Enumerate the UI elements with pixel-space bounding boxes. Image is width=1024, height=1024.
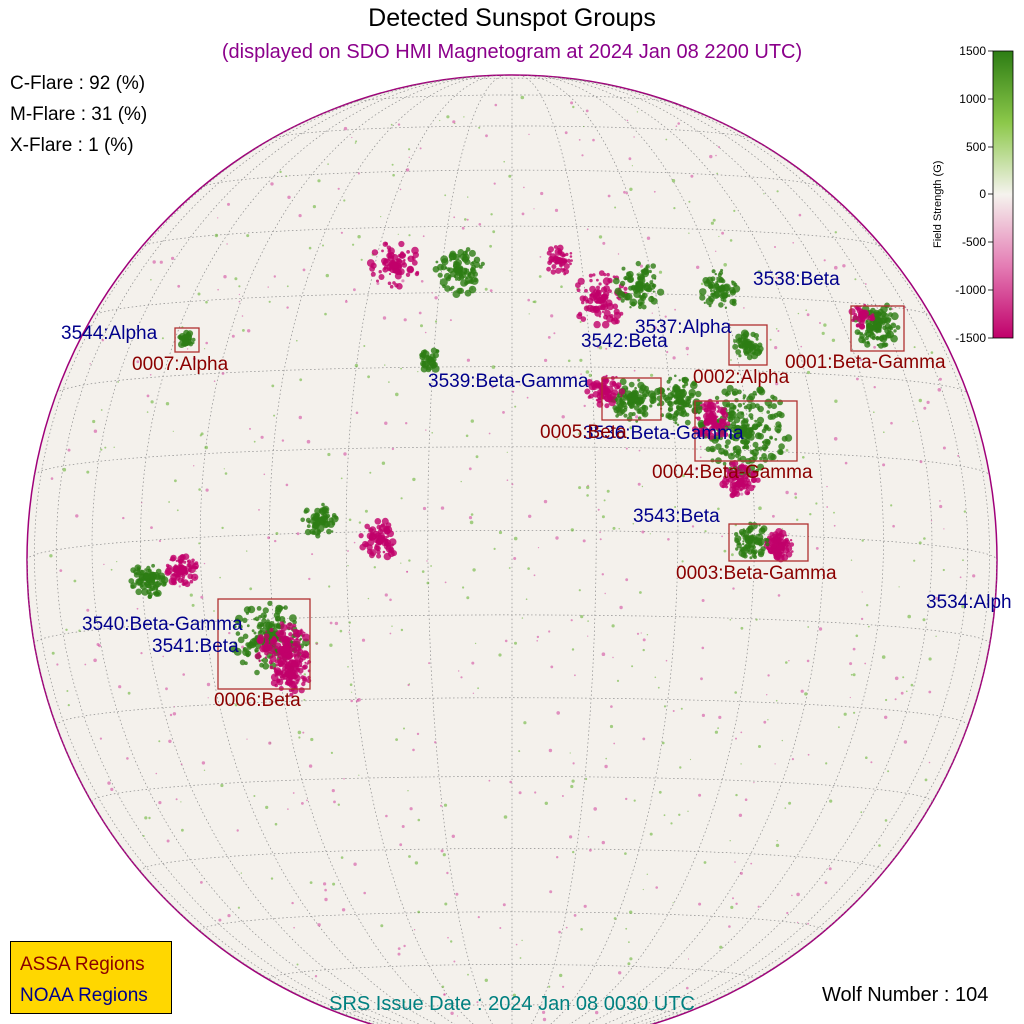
colorbar-ticks [988, 50, 993, 339]
noaa-label-3537: 3537:Alpha [635, 317, 732, 338]
colorbar-tick: 1500 [959, 44, 986, 58]
chart-title: Detected Sunspot Groups [368, 4, 656, 32]
noaa-label-3538: 3538:Beta [753, 269, 840, 290]
sun-disk [26, 74, 998, 1024]
noaa-label-3539: 3539:Beta-Gamma [428, 371, 589, 392]
box-0002 [728, 324, 768, 366]
noaa-label-3542: 3542:Beta [581, 331, 668, 352]
assa-label-0005: 0005:Beta [540, 422, 627, 443]
colorbar-tick: 1000 [959, 92, 986, 106]
box-0004 [694, 400, 798, 462]
c-flare-probability: C-Flare : 92 (%) [10, 73, 146, 94]
colorbar-tick: -500 [961, 235, 986, 249]
noaa-label-3534: 3534:Alph [926, 592, 1012, 613]
colorbar-tick: 500 [965, 140, 986, 154]
noaa-label-3540: 3540:Beta-Gamma [82, 614, 243, 635]
legend-noaa-regions: NOAA Regions [20, 985, 148, 1006]
assa-label-0001: 0001:Beta-Gamma [785, 352, 946, 373]
colorbar-tick: 0 [979, 187, 986, 201]
noaa-label-3536: 3536:Beta-Gamma [583, 423, 744, 444]
m-flare-probability: M-Flare : 31 (%) [10, 104, 148, 125]
assa-label-0003: 0003:Beta-Gamma [676, 563, 837, 584]
assa-label-0002: 0002:Alpha [693, 367, 790, 388]
box-0001 [850, 305, 905, 352]
noaa-label-3541: 3541:Beta [152, 636, 239, 657]
srs-issue-date: SRS Issue Date : 2024 Jan 08 0030 UTC [329, 993, 695, 1015]
assa-label-0004: 0004:Beta-Gamma [652, 462, 813, 483]
noaa-label-3544: 3544:Alpha [61, 323, 158, 344]
noaa-label-3543: 3543:Beta [633, 506, 720, 527]
legend-assa-regions: ASSA Regions [20, 954, 145, 975]
colorbar-tick: -1000 [955, 283, 986, 297]
legend-box [10, 941, 172, 1014]
assa-label-0006: 0006:Beta [214, 690, 301, 711]
box-0006 [217, 598, 311, 690]
x-flare-probability: X-Flare : 1 (%) [10, 135, 134, 156]
wolf-number: Wolf Number : 104 [822, 984, 989, 1006]
box-0007 [174, 327, 200, 353]
region-boxes [174, 305, 905, 690]
colorbar-tick: -1500 [955, 331, 986, 345]
colorbar [992, 50, 1014, 339]
chart-subtitle: (displayed on SDO HMI Magnetogram at 202… [221, 41, 803, 63]
magnetic-field-patches [49, 95, 976, 1022]
box-0003 [728, 523, 809, 562]
box-0005 [601, 377, 662, 421]
assa-label-0007: 0007:Alpha [132, 354, 229, 375]
